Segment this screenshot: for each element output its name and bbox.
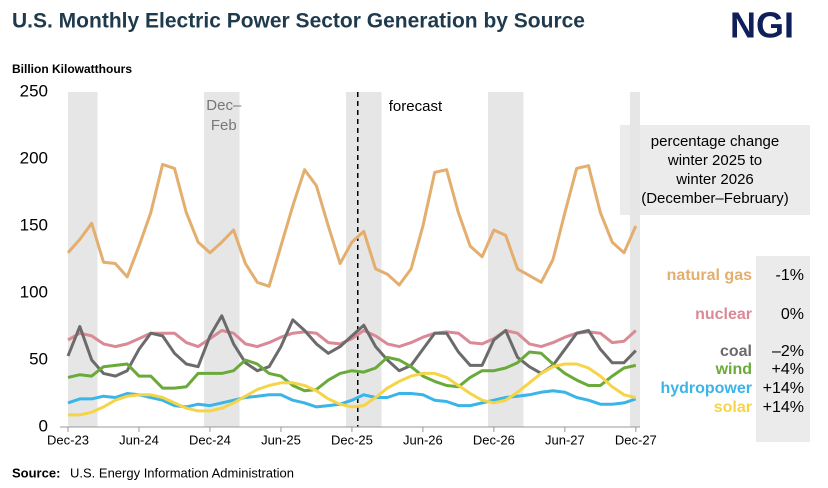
change-box [756,256,810,442]
annotation: Feb [211,117,237,134]
legend-label: solar [714,399,752,416]
y-tick-label: 250 [20,81,48,100]
x-tick-label: Jun-25 [261,432,301,447]
source-label: Source: [12,465,60,480]
source: U.S. Energy Information Administration [70,465,294,480]
series-line [67,389,637,409]
series-line [67,329,637,349]
winter-band [346,92,382,427]
legend-change: -1% [776,267,804,284]
legend-label: coal [720,343,752,360]
y-tick-label: 100 [20,282,48,301]
y-tick-label: 0 [39,416,48,435]
series-line [66,162,638,288]
panel-title: percentage change [651,133,779,150]
legend-label: nuclear [695,306,752,323]
y-tick-label: 200 [20,148,48,167]
series-line [67,350,637,393]
x-tick-label: Dec-26 [473,432,515,447]
x-tick-label: Jun-27 [545,432,585,447]
x-tick-label: Dec-23 [47,432,89,447]
winter-band [68,92,98,427]
annotation: Dec– [206,97,242,114]
panel-box [620,125,810,215]
panel-title: (December–February) [641,190,789,207]
legend-change: +14% [763,399,804,416]
x-tick-label: Jun-24 [119,432,159,447]
annotation: forecast [389,98,443,115]
x-tick-label: Dec-24 [189,432,231,447]
logo: NGI [730,5,794,46]
y-axis-label: Billion Kilowatthours [12,62,132,76]
winter-band [487,92,524,427]
legend-label: wind [715,361,752,378]
panel-title: winter 2025 to [667,152,762,169]
winter-band [629,92,640,427]
legend-change: +14% [763,380,804,397]
x-tick-label: Dec-27 [615,432,657,447]
legend-label: hydropower [660,380,752,397]
series-line [68,362,637,417]
y-tick-label: 150 [20,215,48,234]
legend-change: –2% [772,343,804,360]
legend-change: 0% [781,306,804,323]
legend-change: +4% [772,361,804,378]
chart-title: U.S. Monthly Electric Power Sector Gener… [12,10,585,33]
panel-title: winter 2026 [675,171,754,188]
legend-label: natural gas [667,267,752,284]
x-tick-label: Jun-26 [403,432,443,447]
y-tick-label: 50 [29,349,48,368]
winter-band [204,92,240,427]
x-tick-label: Dec-25 [331,432,373,447]
